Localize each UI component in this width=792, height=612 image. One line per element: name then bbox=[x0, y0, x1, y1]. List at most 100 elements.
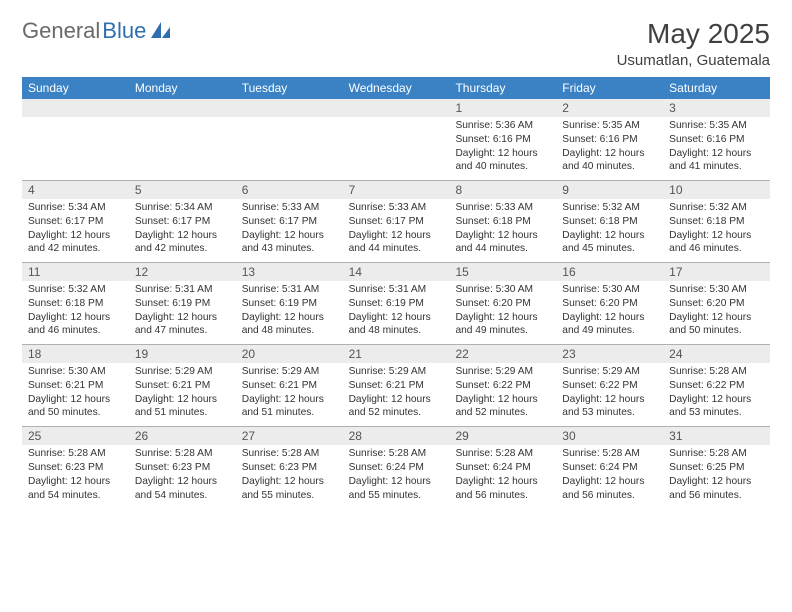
day-detail-cell: Sunrise: 5:28 AMSunset: 6:23 PMDaylight:… bbox=[236, 445, 343, 508]
weekday-header: Monday bbox=[129, 77, 236, 99]
sunrise: Sunrise: 5:28 AM bbox=[28, 447, 123, 461]
daylight-line1: Daylight: 12 hours bbox=[349, 229, 444, 243]
month-title: May 2025 bbox=[617, 18, 770, 50]
daylight-line2: and 40 minutes. bbox=[455, 160, 550, 174]
weekday-header: Saturday bbox=[663, 77, 770, 99]
daylight-line2: and 48 minutes. bbox=[242, 324, 337, 338]
daylight-line1: Daylight: 12 hours bbox=[28, 475, 123, 489]
day-detail-cell: Sunrise: 5:29 AMSunset: 6:21 PMDaylight:… bbox=[129, 363, 236, 426]
sunset: Sunset: 6:18 PM bbox=[28, 297, 123, 311]
day-detail-cell: Sunrise: 5:30 AMSunset: 6:20 PMDaylight:… bbox=[663, 281, 770, 344]
sunrise: Sunrise: 5:33 AM bbox=[349, 201, 444, 215]
calendar-page: General Blue May 2025 Usumatlan, Guatema… bbox=[0, 0, 792, 526]
sunrise: Sunrise: 5:28 AM bbox=[455, 447, 550, 461]
sunrise: Sunrise: 5:34 AM bbox=[135, 201, 230, 215]
daylight-line2: and 40 minutes. bbox=[562, 160, 657, 174]
daylight-line2: and 45 minutes. bbox=[562, 242, 657, 256]
day-detail-cell: Sunrise: 5:33 AMSunset: 6:18 PMDaylight:… bbox=[449, 199, 556, 262]
day-detail-cell: Sunrise: 5:34 AMSunset: 6:17 PMDaylight:… bbox=[129, 199, 236, 262]
sunrise: Sunrise: 5:33 AM bbox=[242, 201, 337, 215]
daylight-line1: Daylight: 12 hours bbox=[135, 393, 230, 407]
day-detail-cell bbox=[343, 117, 450, 180]
calendar-grid: SundayMondayTuesdayWednesdayThursdayFrid… bbox=[22, 77, 770, 508]
daylight-line2: and 56 minutes. bbox=[455, 489, 550, 503]
sunrise: Sunrise: 5:32 AM bbox=[562, 201, 657, 215]
daylight-line2: and 50 minutes. bbox=[669, 324, 764, 338]
daylight-line1: Daylight: 12 hours bbox=[349, 311, 444, 325]
weekday-header: Friday bbox=[556, 77, 663, 99]
daylight-line2: and 52 minutes. bbox=[349, 406, 444, 420]
location-label: Usumatlan, Guatemala bbox=[617, 52, 770, 69]
daylight-line2: and 46 minutes. bbox=[669, 242, 764, 256]
sunrise: Sunrise: 5:28 AM bbox=[669, 365, 764, 379]
day-number-cell: 27 bbox=[236, 427, 343, 445]
daylight-line2: and 55 minutes. bbox=[349, 489, 444, 503]
day-detail-cell: Sunrise: 5:28 AMSunset: 6:23 PMDaylight:… bbox=[129, 445, 236, 508]
day-number-cell: 23 bbox=[556, 345, 663, 363]
day-detail-row: Sunrise: 5:28 AMSunset: 6:23 PMDaylight:… bbox=[22, 445, 770, 508]
day-number-cell: 20 bbox=[236, 345, 343, 363]
sunrise: Sunrise: 5:36 AM bbox=[455, 119, 550, 133]
daylight-line2: and 41 minutes. bbox=[669, 160, 764, 174]
daylight-line1: Daylight: 12 hours bbox=[669, 393, 764, 407]
logo-text-blue: Blue bbox=[102, 18, 146, 44]
sunrise: Sunrise: 5:31 AM bbox=[242, 283, 337, 297]
day-number-cell: 10 bbox=[663, 181, 770, 199]
day-number-cell: 19 bbox=[129, 345, 236, 363]
sunrise: Sunrise: 5:33 AM bbox=[455, 201, 550, 215]
day-detail-cell: Sunrise: 5:30 AMSunset: 6:20 PMDaylight:… bbox=[449, 281, 556, 344]
weekday-header: Wednesday bbox=[343, 77, 450, 99]
sunset: Sunset: 6:19 PM bbox=[349, 297, 444, 311]
sunrise: Sunrise: 5:28 AM bbox=[135, 447, 230, 461]
daylight-line1: Daylight: 12 hours bbox=[28, 229, 123, 243]
sunrise: Sunrise: 5:30 AM bbox=[28, 365, 123, 379]
logo: General Blue bbox=[22, 18, 172, 44]
daylight-line1: Daylight: 12 hours bbox=[562, 393, 657, 407]
daylight-line1: Daylight: 12 hours bbox=[349, 393, 444, 407]
day-number-cell: 31 bbox=[663, 427, 770, 445]
sunset: Sunset: 6:21 PM bbox=[135, 379, 230, 393]
daylight-line1: Daylight: 12 hours bbox=[242, 393, 337, 407]
daylight-line1: Daylight: 12 hours bbox=[455, 311, 550, 325]
day-number-cell: 13 bbox=[236, 263, 343, 281]
sunset: Sunset: 6:18 PM bbox=[669, 215, 764, 229]
day-detail-cell: Sunrise: 5:28 AMSunset: 6:22 PMDaylight:… bbox=[663, 363, 770, 426]
sunrise: Sunrise: 5:30 AM bbox=[455, 283, 550, 297]
daylight-line2: and 54 minutes. bbox=[28, 489, 123, 503]
sunrise: Sunrise: 5:31 AM bbox=[135, 283, 230, 297]
daylight-line2: and 56 minutes. bbox=[562, 489, 657, 503]
sunset: Sunset: 6:24 PM bbox=[455, 461, 550, 475]
sunrise: Sunrise: 5:29 AM bbox=[562, 365, 657, 379]
daylight-line2: and 53 minutes. bbox=[669, 406, 764, 420]
sunset: Sunset: 6:22 PM bbox=[455, 379, 550, 393]
daylight-line1: Daylight: 12 hours bbox=[669, 311, 764, 325]
sunrise: Sunrise: 5:28 AM bbox=[242, 447, 337, 461]
day-detail-cell: Sunrise: 5:36 AMSunset: 6:16 PMDaylight:… bbox=[449, 117, 556, 180]
sunset: Sunset: 6:17 PM bbox=[242, 215, 337, 229]
daylight-line2: and 48 minutes. bbox=[349, 324, 444, 338]
daylight-line2: and 51 minutes. bbox=[135, 406, 230, 420]
daylight-line1: Daylight: 12 hours bbox=[669, 147, 764, 161]
sunset: Sunset: 6:25 PM bbox=[669, 461, 764, 475]
day-number-cell: 8 bbox=[449, 181, 556, 199]
day-detail-cell: Sunrise: 5:29 AMSunset: 6:22 PMDaylight:… bbox=[449, 363, 556, 426]
daylight-line2: and 47 minutes. bbox=[135, 324, 230, 338]
day-detail-cell: Sunrise: 5:28 AMSunset: 6:25 PMDaylight:… bbox=[663, 445, 770, 508]
sunset: Sunset: 6:19 PM bbox=[135, 297, 230, 311]
sunrise: Sunrise: 5:28 AM bbox=[562, 447, 657, 461]
sunrise: Sunrise: 5:28 AM bbox=[349, 447, 444, 461]
daylight-line1: Daylight: 12 hours bbox=[135, 229, 230, 243]
day-number-row: 25262728293031 bbox=[22, 427, 770, 445]
sunset: Sunset: 6:20 PM bbox=[669, 297, 764, 311]
daylight-line2: and 44 minutes. bbox=[349, 242, 444, 256]
daylight-line2: and 46 minutes. bbox=[28, 324, 123, 338]
daylight-line1: Daylight: 12 hours bbox=[562, 147, 657, 161]
daylight-line1: Daylight: 12 hours bbox=[242, 311, 337, 325]
day-detail-cell bbox=[22, 117, 129, 180]
sunset: Sunset: 6:21 PM bbox=[28, 379, 123, 393]
sunset: Sunset: 6:23 PM bbox=[28, 461, 123, 475]
sunrise: Sunrise: 5:29 AM bbox=[455, 365, 550, 379]
day-number-row: 45678910 bbox=[22, 181, 770, 199]
day-detail-cell: Sunrise: 5:29 AMSunset: 6:22 PMDaylight:… bbox=[556, 363, 663, 426]
day-detail-cell bbox=[129, 117, 236, 180]
